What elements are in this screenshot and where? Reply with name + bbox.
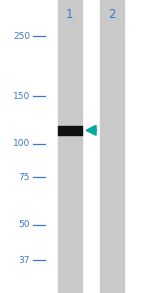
Text: 1: 1: [66, 8, 74, 21]
Text: 37: 37: [18, 256, 30, 265]
Text: 250: 250: [13, 32, 30, 41]
Text: 75: 75: [18, 173, 30, 182]
Text: 50: 50: [18, 220, 30, 229]
Text: 150: 150: [13, 91, 30, 100]
Text: 2: 2: [108, 8, 116, 21]
Text: 100: 100: [13, 139, 30, 148]
